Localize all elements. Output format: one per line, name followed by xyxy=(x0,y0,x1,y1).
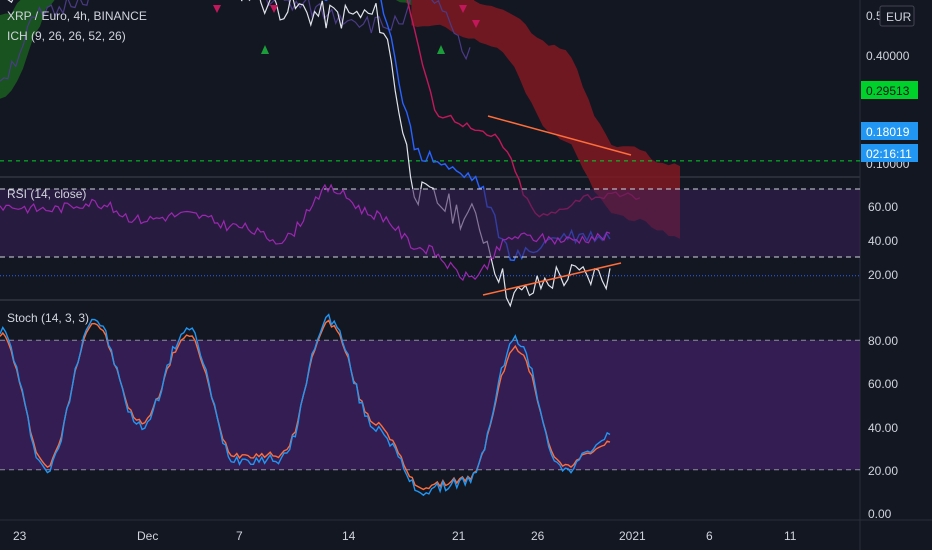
rsi-trendline[interactable] xyxy=(482,262,622,296)
rsi-pane[interactable]: RSI (14, close) xyxy=(0,183,860,296)
rsi-tick-label: 40.00 xyxy=(868,234,898,248)
stoch-title[interactable]: Stoch (14, 3, 3) xyxy=(7,311,89,325)
price-tick-label: 0.40000 xyxy=(866,49,910,63)
support-price-label: 0.29513 xyxy=(866,84,910,98)
rsi-axis[interactable]: 60.00 40.00 20.00 xyxy=(868,200,898,282)
time-tick-label: 7 xyxy=(236,529,243,543)
stoch-tick-label: 60.00 xyxy=(868,377,898,391)
rsi-tick-label: 20.00 xyxy=(868,268,898,282)
rsi-line xyxy=(0,183,611,282)
price-tick-label: 0.5 xyxy=(866,9,883,23)
rsi-title[interactable]: RSI (14, close) xyxy=(7,187,86,201)
stoch-band-fill xyxy=(0,340,860,470)
sell-signal-marker xyxy=(459,5,467,13)
time-tick-label: 26 xyxy=(531,529,545,543)
sell-signal-marker xyxy=(213,5,221,13)
stoch-k-line xyxy=(0,313,611,497)
sell-signal-marker xyxy=(270,5,278,13)
stoch-pane[interactable]: Stoch (14, 3, 3) xyxy=(0,311,860,497)
stoch-tick-label: 40.00 xyxy=(868,421,898,435)
bearish-cloud xyxy=(411,0,680,239)
buy-signal-marker xyxy=(261,45,269,54)
rsi-band-fill xyxy=(0,189,860,257)
buy-signal-marker xyxy=(437,45,445,54)
sell-signal-marker xyxy=(472,20,480,28)
countdown-badge xyxy=(861,144,918,162)
countdown-label: 02:16:11 xyxy=(866,147,912,161)
price-axis[interactable]: 0.5 EUR 0.40000 0.10000 0.29513 0.18019 … xyxy=(861,5,918,171)
support-price-badge xyxy=(861,81,918,99)
stoch-tick-label: 20.00 xyxy=(868,464,898,478)
time-tick-label: 2021 xyxy=(619,529,646,543)
rsi-tick-label: 60.00 xyxy=(868,200,898,214)
last-price-badge xyxy=(861,122,918,140)
price-trendline[interactable] xyxy=(487,115,632,156)
time-tick-label: Dec xyxy=(137,529,158,543)
bullish-cloud xyxy=(0,0,412,99)
stoch-axis[interactable]: 80.00 60.00 40.00 20.00 0.00 xyxy=(868,334,898,521)
time-tick-label: 21 xyxy=(452,529,466,543)
stoch-tick-label: 0.00 xyxy=(868,507,892,521)
price-line xyxy=(7,0,611,308)
symbol-title[interactable]: XRP / Euro, 4h, BINANCE xyxy=(7,9,147,23)
time-tick-label: 23 xyxy=(13,529,27,543)
last-price-label: 0.18019 xyxy=(866,125,910,139)
time-axis[interactable]: 23 Dec 7 14 21 26 2021 6 11 xyxy=(13,529,797,543)
indicator-title[interactable]: ICH (9, 26, 26, 52, 26) xyxy=(7,29,126,43)
time-tick-label: 14 xyxy=(342,529,356,543)
currency-button[interactable] xyxy=(879,5,915,27)
time-tick-label: 6 xyxy=(706,529,713,543)
currency-label: EUR xyxy=(886,10,912,24)
stoch-tick-label: 80.00 xyxy=(868,334,898,348)
price-pane[interactable]: XRP / Euro, 4h, BINANCE ICH (9, 26, 26, … xyxy=(0,0,860,308)
lagging-span-line xyxy=(0,0,471,82)
time-tick-label: 11 xyxy=(784,529,797,543)
